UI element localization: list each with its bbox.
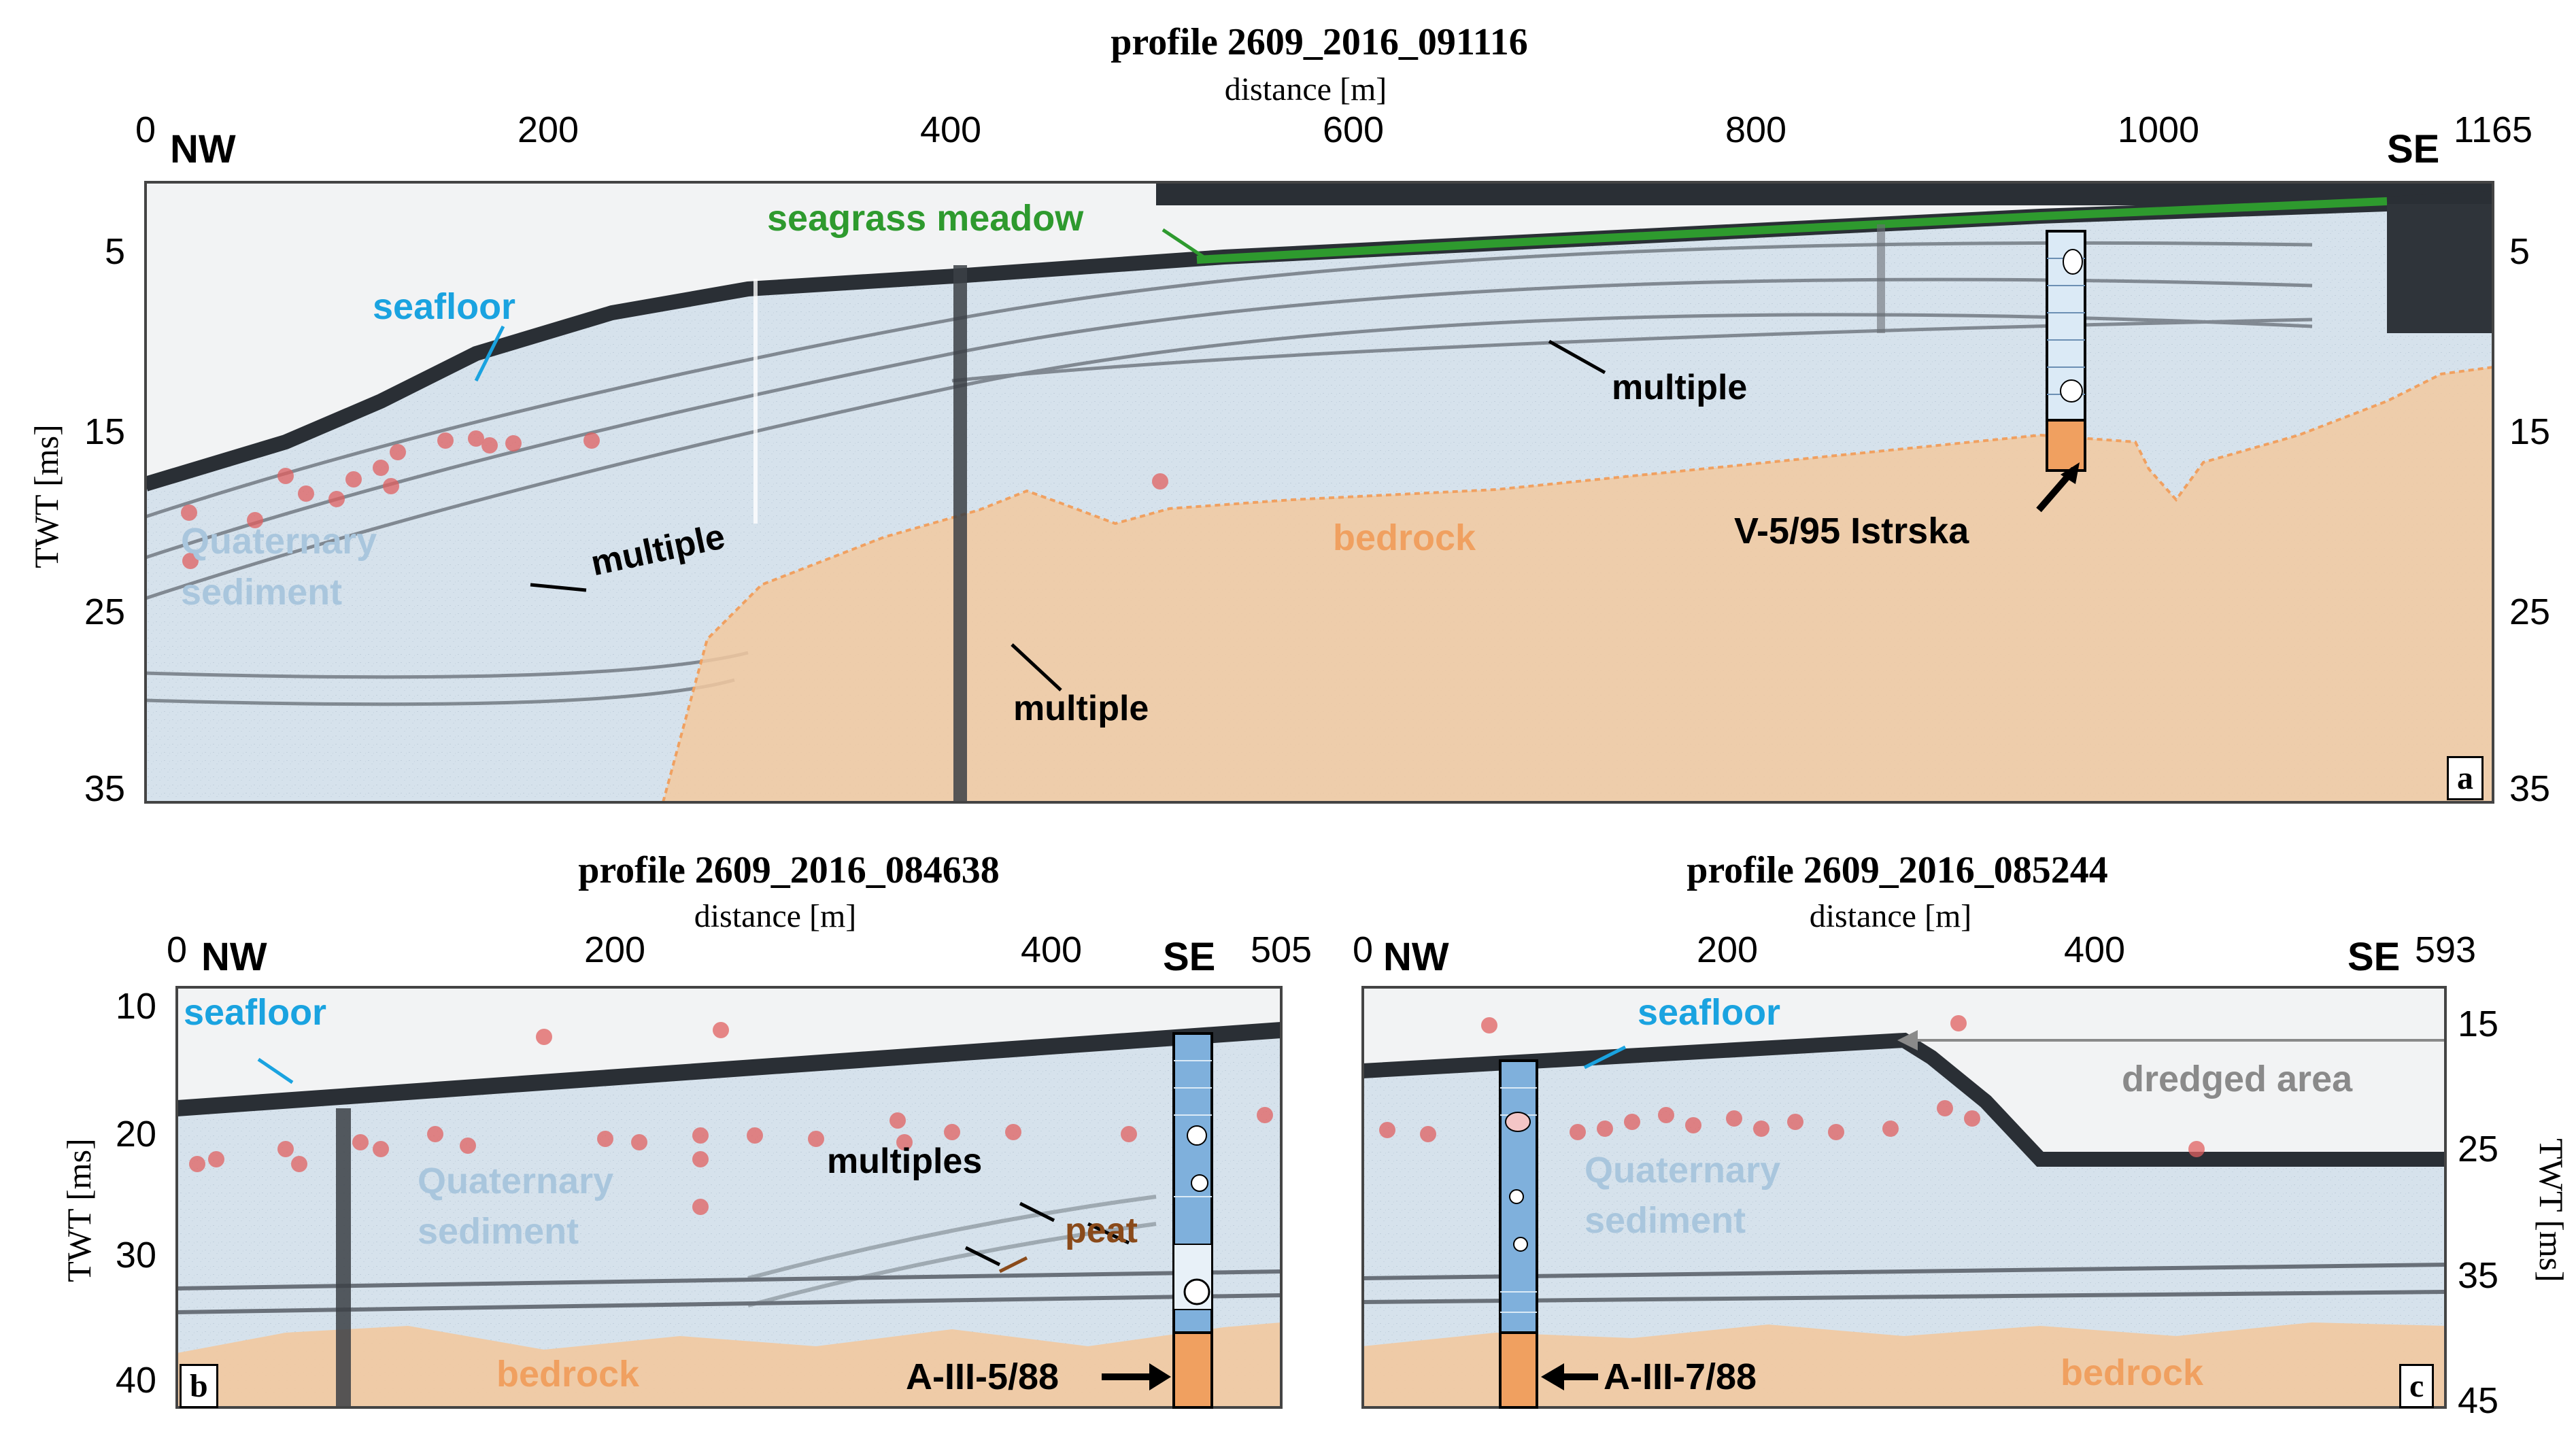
panel-c-x-tick: 0 (1352, 929, 1374, 970)
panel-b-y-tick: 40 (115, 1360, 156, 1401)
panel-b-core-label: A-III-5/88 (906, 1356, 1060, 1397)
panel-a-multiple-label-2: multiple (1612, 368, 1748, 407)
panel-b-x-tick: 0 (166, 929, 188, 970)
panel-b-multiples-label: multiples (827, 1142, 983, 1181)
panel-c-nw-label: NW (1383, 935, 1449, 979)
panel-c-quaternary-label: Quaternary (1584, 1150, 1781, 1191)
panel-c-core-log (1499, 1059, 1598, 1409)
panel-a-bedrock (663, 367, 2493, 802)
panel-a-x-tick: 200 (517, 109, 579, 150)
panel-c-letter: c (2399, 1364, 2435, 1408)
panel-b-se-label: SE (1163, 935, 1216, 979)
panel-c-distance-label: distance [m] (1809, 898, 1972, 934)
panel-a-gas-markers (181, 430, 1168, 569)
panel-b-distance-label: distance [m] (694, 898, 857, 934)
panel-a-seagrass-label: seagrass meadow (767, 198, 1084, 239)
panel-a-nw-label: NW (170, 127, 236, 171)
panel-a-y-tick-left: 15 (84, 411, 125, 452)
panel-c-core-label: A-III-7/88 (1604, 1356, 1757, 1397)
panel-c-y-label: TWT [ms] (2532, 1138, 2571, 1282)
panel-a-x-tick: 1000 (2117, 109, 2200, 150)
panel-b-y-tick: 30 (115, 1235, 156, 1276)
panel-b-sediment-label: sediment (418, 1211, 579, 1252)
panel-a-y-tick-left: 35 (84, 768, 125, 809)
panel-a-core-label: V-5/95 Istrska (1734, 511, 1969, 551)
panel-b-seafloor-label: seafloor (184, 992, 327, 1033)
panel-b-letter: b (180, 1364, 218, 1408)
panel-c-se-label: SE (2348, 935, 2401, 979)
panel-b-y-tick: 20 (115, 1114, 156, 1155)
panel-a-y-tick-right: 25 (2509, 592, 2551, 632)
panel-c-y-tick: 25 (2458, 1129, 2499, 1169)
panel-a-x-tick: 800 (1725, 109, 1787, 150)
panel-b-bedrock-label: bedrock (496, 1354, 640, 1395)
panel-a-x-tick: 1165 (2453, 109, 2533, 150)
panel-a-y-tick-right: 15 (2509, 411, 2551, 452)
panel-c-x-tick: 200 (1696, 929, 1759, 970)
panel-a-quaternary-label: Quaternary (181, 521, 377, 562)
panel-a-y-label: TWT [ms] (27, 424, 65, 568)
panel-b-peat-label: peat (1065, 1211, 1138, 1250)
panel-c-dredged-label: dredged area (2122, 1059, 2353, 1099)
panel-b-bedrock (177, 1322, 1281, 1407)
panel-c-x-tick: 593 (2414, 929, 2477, 970)
panel-a-sediment-label: sediment (181, 572, 343, 613)
panel-c-bedrock (1363, 1322, 2445, 1407)
panel-b-y-tick: 10 (115, 986, 156, 1027)
panel-b-gas-markers (189, 1022, 1273, 1215)
panel-a-y-tick-right: 5 (2509, 231, 2530, 272)
panel-b-seafloor-line (177, 1022, 1281, 1116)
panel-b-quaternary-label: Quaternary (418, 1161, 614, 1201)
panel-c-y-tick: 35 (2458, 1255, 2499, 1296)
panel-a-multiple-label-3: multiple (1013, 689, 1149, 728)
panel-c-bedrock-label: bedrock (2061, 1352, 2204, 1393)
panel-a-x-tick: 400 (919, 109, 982, 150)
panel-a-distance-label: distance [m] (1224, 71, 1387, 107)
panel-a-x-tick: 600 (1322, 109, 1385, 150)
panel-b-nw-label: NW (201, 935, 267, 979)
panel-a-y-tick-left: 25 (84, 592, 125, 632)
panel-a-y-tick-right: 35 (2509, 768, 2551, 809)
panel-c-seafloor-label: seafloor (1638, 992, 1781, 1033)
panel-a-x-tick: 0 (135, 109, 156, 150)
panel-c-y-tick: 15 (2458, 1004, 2499, 1044)
panel-a-bedrock-label: bedrock (1333, 517, 1476, 558)
panel-b-x-tick: 400 (1020, 929, 1083, 970)
panel-c-title: profile 2609_2016_085244 (1687, 849, 2108, 891)
panel-c-seafloor-line (1363, 1032, 2445, 1167)
panel-a-letter: a (2447, 756, 2484, 800)
panel-a-seagrass-line (1196, 197, 2388, 264)
panel-a-core-log (2036, 230, 2086, 513)
panel-c-x-tick: 400 (2063, 929, 2126, 970)
panel-a-seafloor-label: seafloor (373, 286, 516, 327)
panel-b-core-log (1102, 1032, 1213, 1409)
panel-c-sediment-label: sediment (1584, 1200, 1746, 1241)
panel-b-seismic (177, 987, 1281, 1407)
panel-b-x-tick: 505 (1250, 929, 1312, 970)
panel-a-y-tick-left: 5 (104, 231, 125, 272)
panel-c-seismic (1363, 987, 2445, 1407)
panel-a-title: profile 2609_2016_091116 (1111, 21, 1528, 63)
panel-b-title: profile 2609_2016_084638 (578, 849, 1000, 891)
panel-c-y-tick: 45 (2458, 1380, 2499, 1421)
panel-a-seismic (146, 182, 2493, 802)
panel-b-y-label: TWT [ms] (60, 1138, 98, 1282)
panel-a-se-label: SE (2387, 127, 2440, 171)
panel-b-x-tick: 200 (583, 929, 646, 970)
